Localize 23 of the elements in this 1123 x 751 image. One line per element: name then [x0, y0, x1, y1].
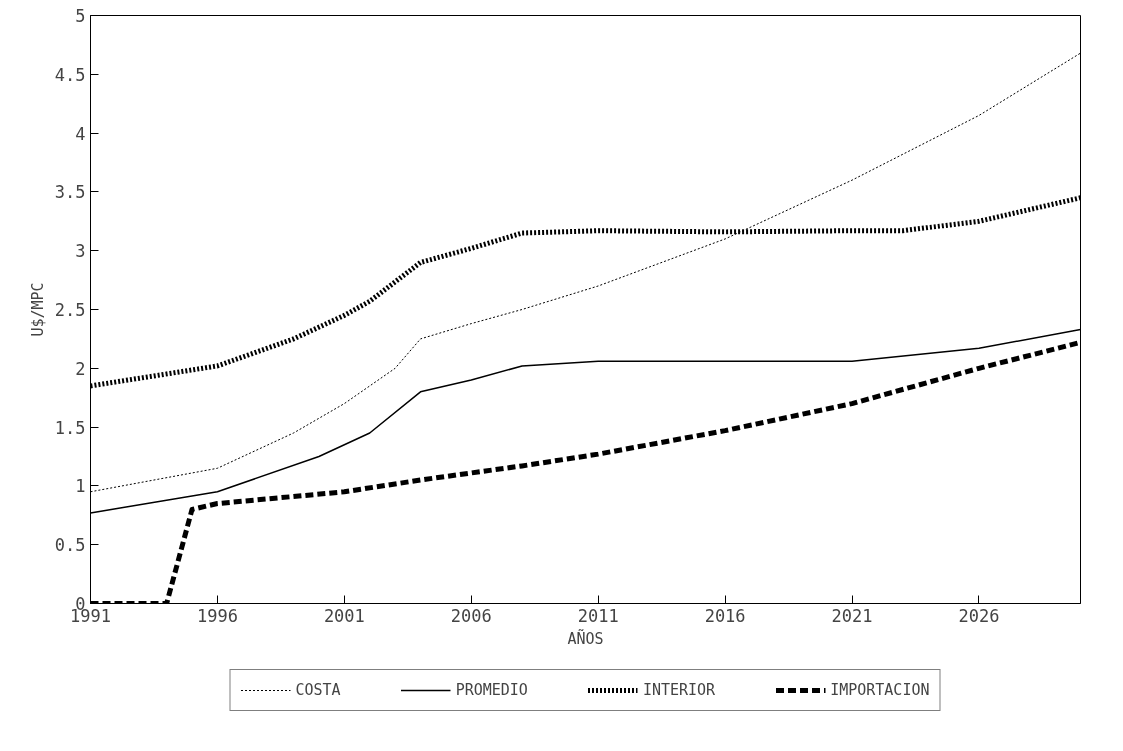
y-axis-title: U$/MPC — [28, 282, 47, 337]
x-tick-label: 1996 — [196, 605, 238, 626]
legend-label: PROMEDIO — [455, 681, 528, 699]
x-tick-label: 2016 — [704, 605, 746, 626]
y-tick-label: 5 — [75, 6, 86, 26]
y-tick-label: 2 — [75, 358, 86, 379]
legend-label: IMPORTACION — [830, 681, 930, 699]
legend-label: COSTA — [295, 681, 341, 699]
x-tick-label: 2026 — [958, 605, 1000, 626]
y-tick-label: 3 — [75, 241, 86, 262]
y-tick-label: 4 — [75, 123, 86, 144]
y-tick-label: 1.5 — [54, 417, 86, 438]
y-tick-label: 2.5 — [54, 300, 86, 320]
x-tick-label: 2021 — [831, 605, 873, 626]
x-tick-label: 2006 — [450, 605, 492, 626]
y-tick-label: 3.5 — [54, 182, 86, 203]
x-tick-label: 2001 — [323, 605, 365, 626]
y-tick-label: 4.5 — [54, 64, 86, 85]
x-axis-title: AÑOS — [567, 628, 604, 648]
y-tick-label: 0.5 — [54, 535, 86, 556]
y-tick-label: 1 — [75, 476, 86, 497]
x-tick-label: 2011 — [577, 605, 619, 626]
legend-label: INTERIOR — [642, 681, 716, 699]
